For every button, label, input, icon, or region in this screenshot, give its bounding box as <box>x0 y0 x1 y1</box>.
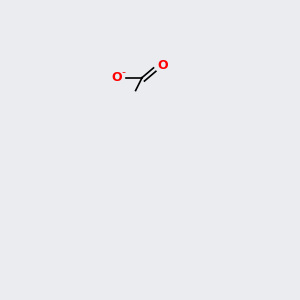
Text: O: O <box>111 71 122 84</box>
Text: -: - <box>122 67 125 77</box>
Text: O: O <box>158 59 168 72</box>
